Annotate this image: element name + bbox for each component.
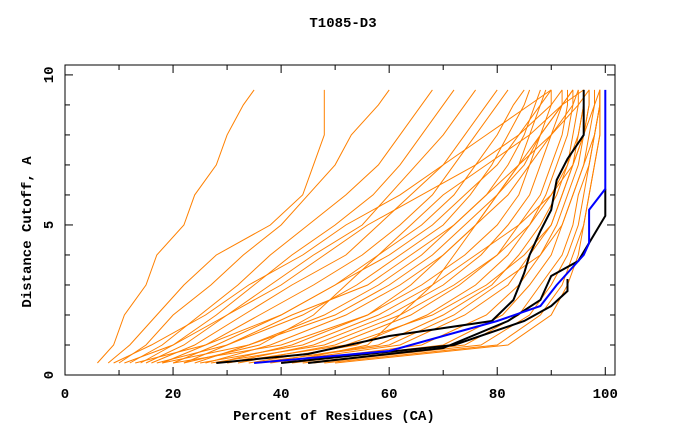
black-1-curve bbox=[216, 89, 585, 364]
model-curve-26 bbox=[200, 89, 585, 364]
model-curve-9 bbox=[172, 89, 525, 364]
series-layer bbox=[97, 89, 607, 364]
model-curve-35 bbox=[156, 89, 590, 364]
model-curve-29 bbox=[183, 89, 584, 364]
model-curve-24 bbox=[335, 89, 601, 364]
blue-1-curve bbox=[254, 89, 607, 364]
model-curve-27 bbox=[162, 89, 574, 364]
model-curve-33 bbox=[113, 89, 552, 364]
black-3-curve bbox=[280, 279, 569, 364]
model-curve-17 bbox=[259, 89, 579, 364]
model-curve-10 bbox=[183, 89, 531, 364]
x-axis-label: Percent of Residues (CA) bbox=[233, 409, 435, 425]
model-curve-6 bbox=[145, 89, 477, 364]
model-curve-8 bbox=[162, 89, 509, 364]
ticks-layer: 0 20 40 60 80 100 0 5 10 bbox=[42, 65, 618, 403]
model-curve-2 bbox=[107, 89, 325, 364]
y-tick-label: 10 bbox=[42, 66, 58, 83]
x-tick-label: 80 bbox=[489, 387, 506, 403]
model-curve-32 bbox=[280, 89, 574, 364]
x-tick-label: 40 bbox=[273, 387, 290, 403]
model-curve-4 bbox=[129, 89, 433, 364]
model-curve-5 bbox=[140, 89, 455, 364]
model-curve-20 bbox=[291, 89, 595, 364]
model-curve-13 bbox=[216, 89, 552, 364]
model-curve-34 bbox=[135, 89, 552, 364]
model-curve-31 bbox=[124, 89, 563, 364]
model-curve-1 bbox=[97, 89, 255, 364]
y-axis-label: Distance Cutoff, A bbox=[20, 156, 36, 308]
x-tick-label: 20 bbox=[165, 387, 182, 403]
x-tick-label: 0 bbox=[61, 387, 69, 403]
model-curve-28 bbox=[227, 89, 590, 364]
chart-title: T1085-D3 bbox=[309, 16, 376, 32]
model-curve-7 bbox=[151, 89, 498, 364]
y-tick-label: 5 bbox=[42, 221, 58, 229]
model-curve-36 bbox=[210, 89, 601, 364]
model-curve-14 bbox=[226, 89, 563, 364]
model-curve-30 bbox=[254, 89, 601, 364]
model-curve-3 bbox=[118, 89, 390, 364]
x-tick-label: 60 bbox=[381, 387, 398, 403]
y-tick-label: 0 bbox=[42, 371, 58, 379]
model-curve-22 bbox=[313, 89, 601, 364]
x-tick-label: 100 bbox=[593, 387, 618, 403]
black-2-curve bbox=[307, 188, 607, 364]
plot-frame bbox=[64, 64, 616, 376]
